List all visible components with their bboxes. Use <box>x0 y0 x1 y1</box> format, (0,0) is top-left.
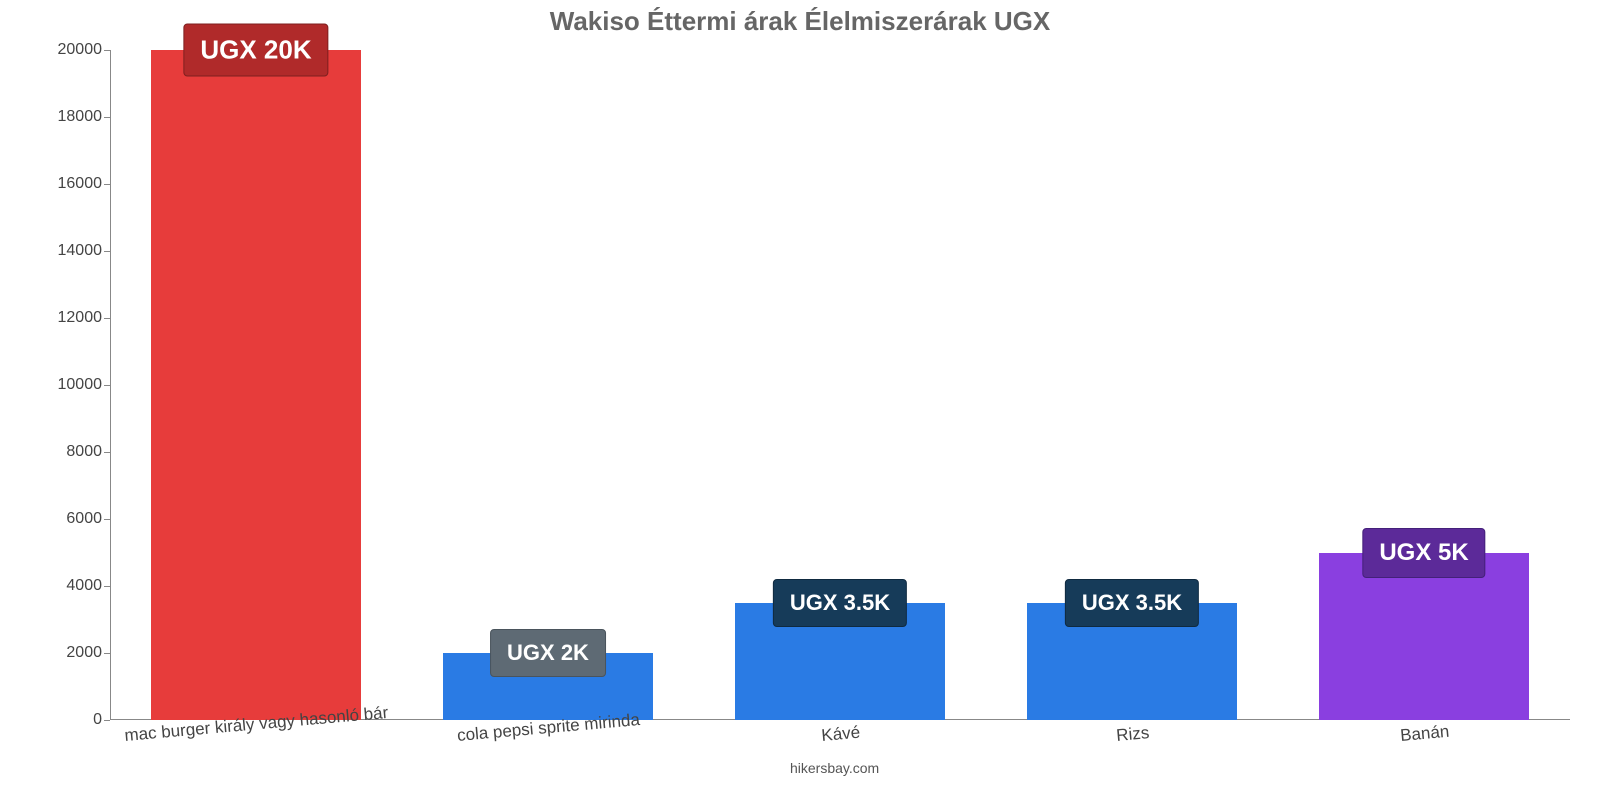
y-tick-label: 6000 <box>66 510 110 528</box>
value-badge: UGX 3.5K <box>1065 579 1199 627</box>
value-badge: UGX 3.5K <box>773 579 907 627</box>
bar <box>1319 553 1529 721</box>
value-badge: UGX 2K <box>490 629 606 677</box>
x-category-label: Rizs <box>1115 723 1150 746</box>
y-tick-label: 12000 <box>58 309 111 327</box>
y-tick-label: 8000 <box>66 443 110 461</box>
y-tick-label: 16000 <box>58 175 111 193</box>
y-tick-label: 18000 <box>58 108 111 126</box>
plot-area: 0200040006000800010000120001400016000180… <box>110 50 1570 720</box>
x-category-label: Banán <box>1399 722 1450 746</box>
y-tick-label: 20000 <box>58 41 111 59</box>
bar <box>151 50 361 720</box>
y-tick-label: 14000 <box>58 242 111 260</box>
y-axis-line <box>110 50 111 720</box>
price-bar-chart: Wakiso Éttermi árak Élelmiszerárak UGX 0… <box>0 0 1600 800</box>
attribution-text: hikersbay.com <box>790 760 879 776</box>
y-tick-label: 4000 <box>66 577 110 595</box>
value-badge: UGX 20K <box>183 24 328 77</box>
y-tick-label: 2000 <box>66 644 110 662</box>
y-tick-label: 0 <box>93 711 110 729</box>
y-tick-label: 10000 <box>58 376 111 394</box>
x-category-label: Kávé <box>821 723 861 746</box>
value-badge: UGX 5K <box>1362 528 1485 578</box>
